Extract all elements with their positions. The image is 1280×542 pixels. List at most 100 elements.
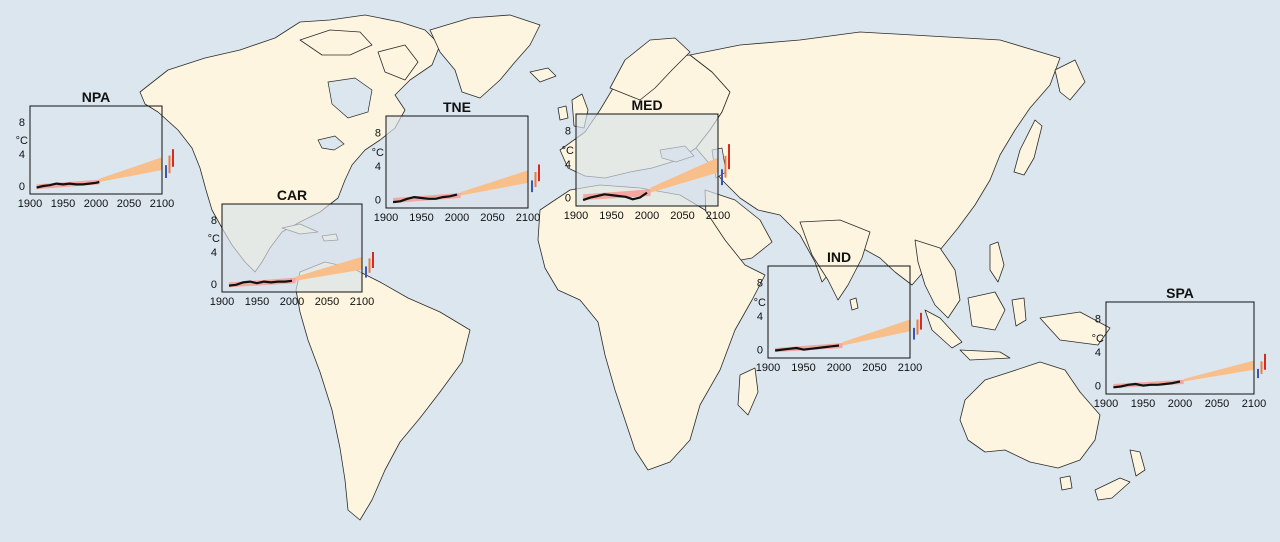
x-tick-label-spa: 1900	[1094, 398, 1118, 410]
x-tick-label-npa: 1900	[18, 198, 42, 210]
observed-line-tne	[392, 193, 458, 204]
inset-title-npa: NPA	[82, 89, 111, 105]
inset-title-med: MED	[631, 97, 662, 113]
y-tick-label-car: 4	[211, 247, 217, 259]
x-tick-label-med: 1900	[564, 210, 588, 222]
projection-band-car	[295, 256, 362, 281]
y-tick-label-tne: 0	[375, 195, 381, 207]
north-america	[139, 14, 441, 273]
x-tick-label-spa: 1950	[1131, 398, 1155, 410]
inset-title-spa: SPA	[1166, 285, 1194, 301]
baffin-island	[377, 44, 419, 81]
india	[799, 219, 871, 301]
australia	[959, 361, 1101, 469]
inset-frame-med	[575, 113, 719, 207]
x-tick-label-spa: 2050	[1205, 398, 1229, 410]
inset-chart-car: CAR 0 4 8 °C 1900 1950 2000 2050 2100	[208, 187, 375, 308]
x-tick-label-tne: 1900	[374, 212, 398, 224]
y-tick-label-med: 4	[565, 159, 571, 171]
observed-line-ind	[774, 344, 840, 352]
x-tick-label-npa: 2100	[150, 198, 174, 210]
x-tick-label-car: 2050	[315, 296, 339, 308]
observed-line-spa	[1113, 380, 1181, 389]
x-tick-label-tne: 1950	[409, 212, 433, 224]
x-tick-label-med: 2100	[706, 210, 730, 222]
y-tick-label-med: 8	[565, 126, 571, 138]
projection-band-tne	[460, 170, 528, 196]
y-tick-label-tne: 4	[375, 161, 381, 173]
y-unit-label-car: °C	[208, 233, 220, 245]
scandinavia	[609, 37, 691, 101]
inset-frame-spa	[1105, 301, 1255, 395]
borneo	[967, 291, 1006, 331]
projection-band-spa	[1183, 360, 1254, 382]
x-tick-label-npa: 2050	[117, 198, 141, 210]
new-zealand-north	[1129, 449, 1146, 477]
sumatra	[924, 309, 963, 349]
inset-frame-car	[221, 203, 363, 293]
x-tick-label-car: 1950	[245, 296, 269, 308]
inset-frame-npa	[29, 105, 163, 195]
x-tick-label-tne: 2050	[480, 212, 504, 224]
x-tick-label-car: 1900	[210, 296, 234, 308]
y-tick-label-npa: 4	[19, 149, 25, 161]
x-tick-label-tne: 2100	[516, 212, 540, 224]
x-tick-label-car: 2100	[350, 296, 374, 308]
x-tick-label-car: 2000	[280, 296, 304, 308]
indochina	[914, 239, 961, 319]
sri-lanka	[849, 297, 859, 311]
x-tick-label-ind: 1950	[791, 362, 815, 374]
tasmania	[1059, 475, 1073, 491]
inset-title-car: CAR	[277, 187, 307, 203]
x-tick-label-med: 2050	[670, 210, 694, 222]
y-tick-label-med: 0	[565, 193, 571, 205]
y-tick-label-ind: 8	[757, 278, 763, 290]
y-tick-label-ind: 4	[757, 311, 763, 323]
y-unit-label-npa: °C	[16, 135, 28, 147]
inset-chart-spa: SPA 0 4 8 °C 1900 1950 2000 2050 2100	[1092, 285, 1267, 410]
y-tick-label-spa: 8	[1095, 314, 1101, 326]
x-tick-label-ind: 2000	[827, 362, 851, 374]
inset-frame-ind	[767, 265, 911, 359]
inset-title-tne: TNE	[443, 99, 471, 115]
new-guinea	[1039, 311, 1111, 346]
great-lakes	[317, 135, 345, 151]
y-tick-label-npa: 0	[19, 181, 25, 193]
y-tick-label-car: 8	[211, 215, 217, 227]
y-tick-label-npa: 8	[19, 117, 25, 129]
x-tick-label-spa: 2100	[1242, 398, 1266, 410]
sulawesi	[1011, 297, 1027, 327]
inset-chart-npa: NPA 0 4 8 °C 1900 1950 2000 2050 2100	[16, 89, 175, 210]
region-shade-tne	[386, 116, 528, 208]
y-tick-label-car: 0	[211, 279, 217, 291]
philippines	[989, 241, 1005, 283]
y-unit-label-ind: °C	[754, 297, 766, 309]
projection-band-med	[650, 157, 718, 193]
arctic-islands	[299, 29, 373, 56]
x-tick-label-spa: 2000	[1168, 398, 1192, 410]
ireland	[557, 105, 569, 121]
y-unit-label-spa: °C	[1092, 333, 1104, 345]
new-zealand-south	[1094, 477, 1131, 501]
projection-band-ind	[842, 319, 910, 346]
observed-line-car	[228, 279, 293, 287]
x-tick-label-npa: 1950	[51, 198, 75, 210]
y-tick-label-spa: 4	[1095, 347, 1101, 359]
x-tick-label-ind: 1900	[756, 362, 780, 374]
y-unit-label-med: °C	[562, 145, 574, 157]
observed-line-med	[582, 191, 648, 202]
java	[959, 349, 1011, 361]
madagascar	[737, 367, 759, 416]
y-unit-label-tne: °C	[372, 147, 384, 159]
x-tick-label-ind: 2050	[862, 362, 886, 374]
y-tick-label-tne: 8	[375, 128, 381, 140]
projection-band-npa	[99, 157, 162, 182]
y-tick-label-ind: 0	[757, 345, 763, 357]
inset-title-ind: IND	[827, 249, 851, 265]
x-tick-label-tne: 2000	[445, 212, 469, 224]
japan	[1013, 119, 1043, 176]
south-america	[295, 261, 471, 521]
hudson-bay	[327, 77, 373, 119]
